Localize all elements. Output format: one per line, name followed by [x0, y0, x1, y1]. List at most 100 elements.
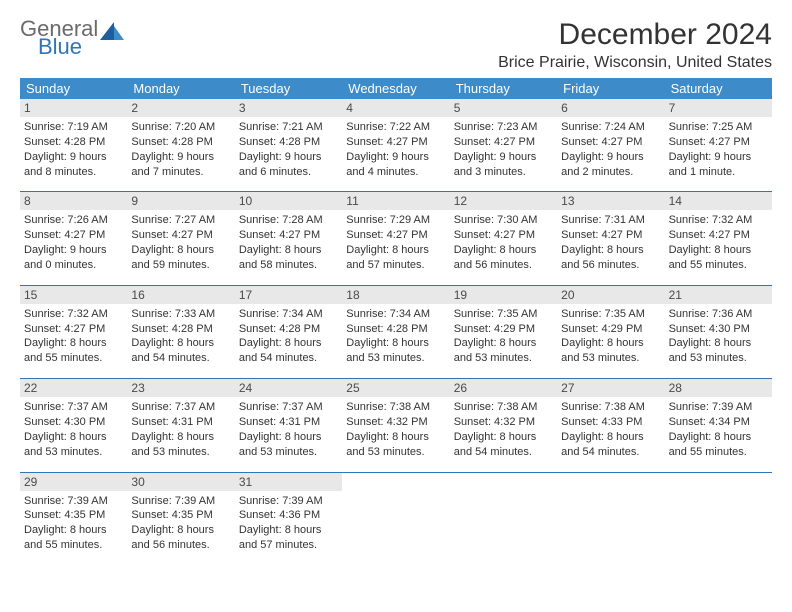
sunrise-line: Sunrise: 7:27 AM [131, 213, 230, 228]
daylight-line: Daylight: 8 hours and 54 minutes. [239, 336, 338, 366]
day-number: 8 [20, 192, 127, 210]
week-row: 15Sunrise: 7:32 AMSunset: 4:27 PMDayligh… [20, 285, 772, 366]
day-body: Sunrise: 7:32 AMSunset: 4:27 PMDaylight:… [24, 304, 123, 366]
day-number: 9 [127, 192, 234, 210]
day-number: 3 [235, 99, 342, 117]
day-body: Sunrise: 7:39 AMSunset: 4:35 PMDaylight:… [24, 491, 123, 553]
sunrise-line: Sunrise: 7:19 AM [24, 120, 123, 135]
sunset-line: Sunset: 4:34 PM [669, 415, 768, 430]
calendar-cell: 23Sunrise: 7:37 AMSunset: 4:31 PMDayligh… [127, 379, 234, 459]
day-body: Sunrise: 7:30 AMSunset: 4:27 PMDaylight:… [454, 210, 553, 272]
title-block: December 2024 Brice Prairie, Wisconsin, … [498, 18, 772, 72]
day-body: Sunrise: 7:22 AMSunset: 4:27 PMDaylight:… [346, 117, 445, 179]
day-body: Sunrise: 7:19 AMSunset: 4:28 PMDaylight:… [24, 117, 123, 179]
daylight-line: Daylight: 9 hours and 0 minutes. [24, 243, 123, 273]
calendar-cell-empty: .. [342, 473, 449, 553]
calendar-cell: 15Sunrise: 7:32 AMSunset: 4:27 PMDayligh… [20, 286, 127, 366]
sunrise-line: Sunrise: 7:23 AM [454, 120, 553, 135]
calendar-cell: 9Sunrise: 7:27 AMSunset: 4:27 PMDaylight… [127, 192, 234, 272]
daylight-line: Daylight: 9 hours and 7 minutes. [131, 150, 230, 180]
daylight-line: Daylight: 8 hours and 57 minutes. [346, 243, 445, 273]
sunset-line: Sunset: 4:29 PM [454, 322, 553, 337]
sunset-line: Sunset: 4:27 PM [561, 228, 660, 243]
day-body: Sunrise: 7:37 AMSunset: 4:31 PMDaylight:… [239, 397, 338, 459]
day-number: 22 [20, 379, 127, 397]
calendar-cell: 27Sunrise: 7:38 AMSunset: 4:33 PMDayligh… [557, 379, 664, 459]
sunset-line: Sunset: 4:27 PM [454, 135, 553, 150]
day-number: 16 [127, 286, 234, 304]
calendar-cell-empty: .. [665, 473, 772, 553]
sunset-line: Sunset: 4:31 PM [131, 415, 230, 430]
logo: General Blue [20, 18, 126, 58]
calendar-cell: 30Sunrise: 7:39 AMSunset: 4:35 PMDayligh… [127, 473, 234, 553]
weekday-monday: Monday [127, 78, 234, 99]
sunset-line: Sunset: 4:27 PM [669, 135, 768, 150]
day-number: 12 [450, 192, 557, 210]
sunrise-line: Sunrise: 7:35 AM [454, 307, 553, 322]
day-body: Sunrise: 7:39 AMSunset: 4:34 PMDaylight:… [669, 397, 768, 459]
day-body: Sunrise: 7:34 AMSunset: 4:28 PMDaylight:… [239, 304, 338, 366]
daylight-line: Daylight: 9 hours and 4 minutes. [346, 150, 445, 180]
sunset-line: Sunset: 4:30 PM [669, 322, 768, 337]
calendar-cell: 17Sunrise: 7:34 AMSunset: 4:28 PMDayligh… [235, 286, 342, 366]
daylight-line: Daylight: 8 hours and 59 minutes. [131, 243, 230, 273]
sunrise-line: Sunrise: 7:21 AM [239, 120, 338, 135]
sunrise-line: Sunrise: 7:22 AM [346, 120, 445, 135]
calendar-cell: 16Sunrise: 7:33 AMSunset: 4:28 PMDayligh… [127, 286, 234, 366]
day-number: 20 [557, 286, 664, 304]
sunset-line: Sunset: 4:27 PM [561, 135, 660, 150]
sunrise-line: Sunrise: 7:34 AM [239, 307, 338, 322]
daylight-line: Daylight: 8 hours and 55 minutes. [669, 243, 768, 273]
sunrise-line: Sunrise: 7:32 AM [669, 213, 768, 228]
sunset-line: Sunset: 4:27 PM [131, 228, 230, 243]
sunrise-line: Sunrise: 7:24 AM [561, 120, 660, 135]
day-number: 14 [665, 192, 772, 210]
calendar-cell: 4Sunrise: 7:22 AMSunset: 4:27 PMDaylight… [342, 99, 449, 179]
sunset-line: Sunset: 4:35 PM [24, 508, 123, 523]
day-body: Sunrise: 7:35 AMSunset: 4:29 PMDaylight:… [561, 304, 660, 366]
calendar-cell: 19Sunrise: 7:35 AMSunset: 4:29 PMDayligh… [450, 286, 557, 366]
sunrise-line: Sunrise: 7:25 AM [669, 120, 768, 135]
day-body: Sunrise: 7:38 AMSunset: 4:32 PMDaylight:… [346, 397, 445, 459]
day-number: 19 [450, 286, 557, 304]
calendar-cell: 7Sunrise: 7:25 AMSunset: 4:27 PMDaylight… [665, 99, 772, 179]
sunrise-line: Sunrise: 7:26 AM [24, 213, 123, 228]
sunrise-line: Sunrise: 7:33 AM [131, 307, 230, 322]
calendar-cell: 24Sunrise: 7:37 AMSunset: 4:31 PMDayligh… [235, 379, 342, 459]
calendar-cell-empty: .. [557, 473, 664, 553]
sunrise-line: Sunrise: 7:28 AM [239, 213, 338, 228]
daylight-line: Daylight: 9 hours and 8 minutes. [24, 150, 123, 180]
weekday-friday: Friday [557, 78, 664, 99]
calendar: SundayMondayTuesdayWednesdayThursdayFrid… [20, 78, 772, 553]
sunset-line: Sunset: 4:28 PM [24, 135, 123, 150]
day-body: Sunrise: 7:27 AMSunset: 4:27 PMDaylight:… [131, 210, 230, 272]
daylight-line: Daylight: 9 hours and 2 minutes. [561, 150, 660, 180]
calendar-cell: 28Sunrise: 7:39 AMSunset: 4:34 PMDayligh… [665, 379, 772, 459]
sunrise-line: Sunrise: 7:30 AM [454, 213, 553, 228]
daylight-line: Daylight: 8 hours and 56 minutes. [561, 243, 660, 273]
week-row: 29Sunrise: 7:39 AMSunset: 4:35 PMDayligh… [20, 472, 772, 553]
sunset-line: Sunset: 4:30 PM [24, 415, 123, 430]
daylight-line: Daylight: 8 hours and 53 minutes. [131, 430, 230, 460]
calendar-cell: 14Sunrise: 7:32 AMSunset: 4:27 PMDayligh… [665, 192, 772, 272]
sunrise-line: Sunrise: 7:39 AM [131, 494, 230, 509]
daylight-line: Daylight: 9 hours and 3 minutes. [454, 150, 553, 180]
sunset-line: Sunset: 4:27 PM [346, 228, 445, 243]
day-number: 11 [342, 192, 449, 210]
sunrise-line: Sunrise: 7:29 AM [346, 213, 445, 228]
sunrise-line: Sunrise: 7:32 AM [24, 307, 123, 322]
day-number: 24 [235, 379, 342, 397]
calendar-cell: 20Sunrise: 7:35 AMSunset: 4:29 PMDayligh… [557, 286, 664, 366]
daylight-line: Daylight: 8 hours and 56 minutes. [131, 523, 230, 553]
weekday-thursday: Thursday [450, 78, 557, 99]
day-number: 13 [557, 192, 664, 210]
daylight-line: Daylight: 8 hours and 53 minutes. [346, 430, 445, 460]
day-number: 4 [342, 99, 449, 117]
day-number: 18 [342, 286, 449, 304]
day-number: 31 [235, 473, 342, 491]
day-number: 5 [450, 99, 557, 117]
day-number: 21 [665, 286, 772, 304]
sunset-line: Sunset: 4:33 PM [561, 415, 660, 430]
calendar-cell: 11 Sunrise: 7:29 AMSunset: 4:27 PMDayligh… [342, 192, 449, 272]
day-number: 27 [557, 379, 664, 397]
